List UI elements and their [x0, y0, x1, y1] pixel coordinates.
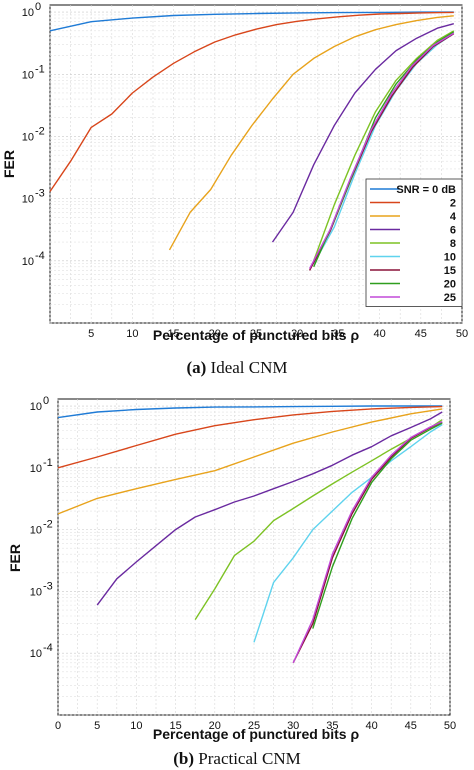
- series-line: [57, 408, 443, 515]
- x-tick-label: 25: [250, 328, 262, 340]
- caption-practical: (b) Practical CNM: [173, 749, 300, 768]
- y-tick-label: 10: [22, 256, 34, 268]
- x-tick-label: 50: [456, 328, 468, 340]
- y-tick-label: 10: [30, 648, 42, 660]
- legend-label: 2: [450, 198, 456, 210]
- y-tick-exponent: -3: [35, 188, 45, 200]
- x-tick-label: 10: [130, 720, 142, 732]
- x-tick-label: 40: [365, 720, 377, 732]
- x-tick-label: 20: [209, 720, 221, 732]
- y-tick-exponent: -1: [43, 457, 53, 469]
- series-line: [168, 15, 454, 251]
- y-tick-exponent: -1: [35, 63, 45, 75]
- caption-text: Ideal CNM: [211, 358, 288, 377]
- series-line: [312, 422, 443, 629]
- series-line: [292, 420, 443, 664]
- series-line: [253, 424, 443, 643]
- y-tick-exponent: -4: [43, 642, 53, 654]
- x-tick-label: 35: [326, 720, 338, 732]
- x-tick-label: 0: [55, 720, 61, 732]
- series-line: [308, 32, 455, 269]
- legend-label: 4: [450, 211, 457, 223]
- y-tick-exponent: 0: [35, 1, 41, 13]
- x-tick-label: 10: [126, 328, 138, 340]
- x-tick-label: 45: [415, 328, 427, 340]
- y-tick-label: 10: [22, 7, 34, 19]
- x-tick-label: 50: [444, 720, 456, 732]
- caption-label: (a): [186, 358, 206, 377]
- x-tick-label: 30: [287, 720, 299, 732]
- y-tick-label: 10: [30, 525, 42, 537]
- series-line: [49, 11, 454, 192]
- x-tick-label: 35: [332, 328, 344, 340]
- y-tick-label: 10: [22, 131, 34, 143]
- x-tick-label: 15: [167, 328, 179, 340]
- legend-label: 25: [444, 292, 456, 304]
- x-axis-label: Percentage of punctured bits ρ: [153, 726, 360, 742]
- legend-label: 15: [444, 265, 456, 277]
- caption-label: (b): [173, 749, 194, 768]
- y-axis-label: FER: [7, 544, 23, 572]
- caption-ideal: (a) Ideal CNM: [186, 358, 287, 377]
- x-axis-label: Percentage of punctured bits ρ: [153, 327, 360, 343]
- x-tick-label: 5: [88, 328, 94, 340]
- y-axis-label: FER: [1, 150, 17, 178]
- y-tick-label: 10: [30, 463, 42, 475]
- y-tick-label: 10: [22, 69, 34, 81]
- y-tick-label: 10: [22, 194, 34, 206]
- series-line: [57, 405, 443, 419]
- x-tick-label: 30: [291, 328, 303, 340]
- series-line: [313, 33, 455, 265]
- series-lines: [57, 405, 443, 664]
- x-tick-label: 40: [373, 328, 385, 340]
- series-lines: [49, 11, 455, 271]
- x-tick-label: 15: [169, 720, 181, 732]
- y-tick-exponent: -2: [35, 125, 45, 137]
- legend-label: SNR = 0 dB: [396, 184, 456, 196]
- x-tick-label: 25: [248, 720, 260, 732]
- y-tick-exponent: -4: [35, 250, 45, 262]
- y-tick-exponent: -2: [43, 519, 53, 531]
- y-tick-label: 10: [30, 401, 42, 413]
- caption-text: Practical CNM: [198, 749, 300, 768]
- x-tick-label: 5: [94, 720, 100, 732]
- legend-label: 8: [450, 238, 456, 250]
- series-line: [96, 411, 443, 606]
- series-line: [271, 23, 454, 243]
- legend-label: 20: [444, 279, 456, 291]
- x-tick-label: 20: [209, 328, 221, 340]
- series-line: [313, 30, 455, 262]
- y-tick-exponent: 0: [43, 395, 49, 407]
- y-tick-label: 10: [30, 586, 42, 598]
- series-line: [57, 405, 443, 469]
- y-tick-exponent: -3: [43, 580, 53, 592]
- legend-label: 6: [450, 225, 456, 237]
- x-tick-label: 45: [405, 720, 417, 732]
- legend-label: 10: [444, 252, 456, 264]
- series-line: [49, 11, 454, 32]
